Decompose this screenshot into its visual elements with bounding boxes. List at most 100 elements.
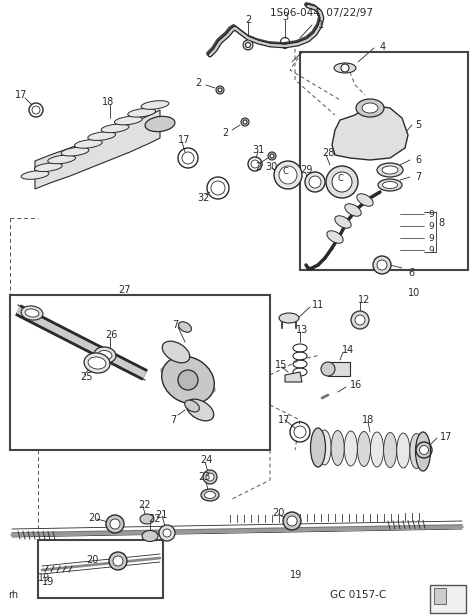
Circle shape: [268, 152, 276, 160]
Text: 18: 18: [362, 415, 374, 425]
Text: 28: 28: [322, 148, 334, 158]
Text: 2: 2: [195, 78, 201, 88]
Ellipse shape: [310, 428, 326, 467]
Ellipse shape: [32, 106, 40, 114]
Ellipse shape: [371, 432, 383, 467]
Ellipse shape: [94, 347, 116, 363]
Ellipse shape: [335, 216, 351, 229]
Circle shape: [341, 64, 349, 72]
Ellipse shape: [84, 353, 110, 373]
Ellipse shape: [419, 445, 428, 455]
Text: 17: 17: [440, 432, 452, 442]
Text: 12: 12: [358, 295, 370, 305]
Ellipse shape: [179, 322, 191, 332]
Ellipse shape: [128, 108, 155, 117]
Ellipse shape: [356, 99, 384, 117]
Ellipse shape: [416, 432, 430, 471]
Circle shape: [243, 40, 253, 50]
Ellipse shape: [305, 172, 325, 192]
Ellipse shape: [203, 470, 217, 484]
Bar: [38, 540, 163, 598]
Text: 32: 32: [197, 193, 210, 203]
Polygon shape: [285, 372, 302, 382]
Text: 1: 1: [318, 20, 324, 30]
Bar: [300, 52, 468, 270]
Ellipse shape: [373, 256, 391, 274]
Ellipse shape: [35, 163, 62, 171]
Ellipse shape: [377, 260, 387, 270]
Text: 14: 14: [342, 345, 354, 355]
Ellipse shape: [109, 552, 127, 570]
Ellipse shape: [309, 176, 321, 188]
Text: 20: 20: [88, 513, 100, 523]
Ellipse shape: [318, 430, 331, 465]
Text: 2: 2: [255, 162, 261, 172]
Text: 25: 25: [80, 372, 92, 382]
Circle shape: [216, 86, 224, 94]
Ellipse shape: [382, 166, 398, 174]
Ellipse shape: [110, 519, 120, 529]
Ellipse shape: [287, 516, 297, 526]
Ellipse shape: [334, 63, 356, 73]
Ellipse shape: [74, 140, 102, 148]
Text: 7: 7: [172, 320, 178, 330]
Ellipse shape: [88, 132, 116, 140]
Bar: [434, 588, 446, 604]
Ellipse shape: [106, 515, 124, 533]
Text: 22: 22: [148, 514, 161, 524]
Text: 11: 11: [312, 300, 324, 310]
Ellipse shape: [274, 161, 302, 189]
Ellipse shape: [25, 309, 39, 317]
Ellipse shape: [327, 231, 343, 243]
Text: 17: 17: [178, 135, 191, 145]
Text: 1S06-044  07/22/97: 1S06-044 07/22/97: [270, 8, 373, 18]
Ellipse shape: [204, 492, 216, 498]
Text: 6: 6: [415, 155, 421, 165]
Ellipse shape: [331, 431, 344, 466]
Ellipse shape: [182, 152, 194, 164]
Ellipse shape: [163, 529, 171, 537]
Ellipse shape: [140, 514, 154, 524]
Ellipse shape: [162, 341, 190, 363]
Text: C: C: [282, 166, 288, 176]
Ellipse shape: [88, 357, 106, 369]
Ellipse shape: [145, 116, 175, 132]
Bar: [328, 362, 350, 376]
Text: 9: 9: [428, 210, 434, 219]
Text: 6: 6: [408, 268, 414, 278]
Text: 20: 20: [86, 555, 99, 565]
Ellipse shape: [61, 147, 89, 156]
Ellipse shape: [178, 370, 198, 390]
Ellipse shape: [211, 181, 225, 195]
Ellipse shape: [377, 163, 403, 177]
Ellipse shape: [378, 179, 402, 191]
Text: 30: 30: [265, 162, 277, 172]
Ellipse shape: [21, 306, 43, 320]
Text: 20: 20: [272, 508, 284, 518]
Ellipse shape: [351, 311, 369, 329]
Circle shape: [218, 88, 222, 92]
Ellipse shape: [206, 473, 214, 481]
Ellipse shape: [345, 204, 361, 216]
Text: 9: 9: [428, 246, 434, 255]
Ellipse shape: [101, 124, 129, 132]
Ellipse shape: [397, 433, 410, 468]
Text: 19: 19: [42, 577, 54, 587]
Text: 19: 19: [290, 570, 302, 580]
Ellipse shape: [48, 155, 75, 164]
Ellipse shape: [159, 525, 175, 541]
Ellipse shape: [201, 489, 219, 501]
Ellipse shape: [283, 512, 301, 530]
Text: 26: 26: [105, 330, 118, 340]
Circle shape: [243, 120, 247, 124]
Ellipse shape: [142, 530, 158, 541]
Text: 24: 24: [200, 455, 212, 465]
Ellipse shape: [251, 160, 259, 168]
Ellipse shape: [98, 351, 112, 360]
Text: 8: 8: [438, 218, 444, 228]
Text: 13: 13: [296, 325, 308, 335]
Text: 31: 31: [252, 145, 264, 155]
Text: 5: 5: [415, 120, 421, 130]
Text: 17: 17: [278, 415, 291, 425]
Text: 18: 18: [102, 97, 114, 107]
